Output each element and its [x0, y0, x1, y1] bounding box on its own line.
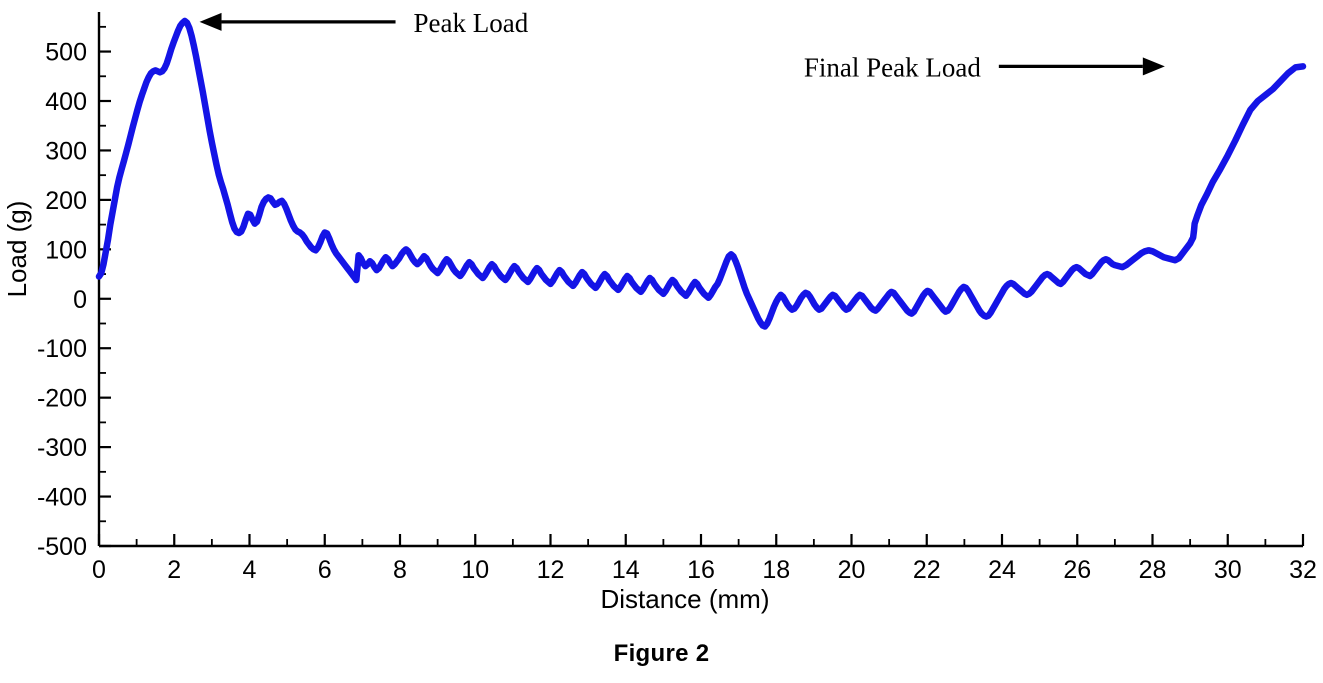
annotations-group: Peak Load Final Peak Load	[199, 8, 1165, 82]
x-tick-label: 26	[1063, 556, 1091, 584]
y-tick-label: -100	[37, 335, 87, 363]
data-curve	[95, 17, 1307, 330]
x-tick-label: 18	[762, 556, 790, 584]
annotation-label: Peak Load	[414, 8, 529, 38]
y-tick-label: 100	[45, 236, 87, 264]
x-tick-label: 14	[612, 556, 640, 584]
y-tick-label: -500	[37, 533, 87, 561]
x-tick-label: 30	[1214, 556, 1242, 584]
x-tick-label: 12	[537, 556, 565, 584]
annotation-label: Final Peak Load	[804, 52, 981, 82]
annotation-arrow-head	[1142, 57, 1165, 76]
figure-caption: Figure 2	[613, 640, 710, 667]
x-tick-label: 22	[913, 556, 941, 584]
y-tick-label: -200	[37, 385, 87, 413]
x-tick-label: 4	[243, 556, 257, 584]
y-tick-label: 400	[45, 88, 87, 116]
y-tick-label: -400	[37, 484, 87, 512]
axis-labels-group: Distance (mm) Load (g)	[2, 201, 770, 614]
x-tick-label: 16	[687, 556, 715, 584]
y-tick-label: 300	[45, 137, 87, 165]
y-tick-label: 200	[45, 187, 87, 215]
x-tick-label: 28	[1139, 556, 1167, 584]
axes: 0 2 4 6 8 10 12 14 16 18 20 22 24 26 28 30 32-500-400-30…	[37, 12, 1317, 584]
y-tick-label: 0	[73, 286, 87, 314]
annotation-arrow-head	[199, 12, 222, 31]
y-tick-label: -300	[37, 434, 87, 462]
x-tick-label: 2	[167, 556, 181, 584]
x-tick-label: 8	[393, 556, 407, 584]
x-tick-label: 10	[461, 556, 489, 584]
x-tick-label: 24	[988, 556, 1016, 584]
annotation-peak-load: Peak Load	[199, 8, 529, 38]
x-axis-title: Distance (mm)	[600, 584, 769, 614]
y-tick-label: 500	[45, 39, 87, 67]
x-tick-label: 32	[1289, 556, 1317, 584]
x-tick-label: 20	[838, 556, 866, 584]
x-tick-label: 6	[318, 556, 332, 584]
annotation-final-peak-load: Final Peak Load	[804, 52, 1165, 82]
data-series-group	[95, 17, 1307, 330]
x-tick-label: 0	[92, 556, 106, 584]
y-axis-title: Load (g)	[2, 201, 32, 298]
